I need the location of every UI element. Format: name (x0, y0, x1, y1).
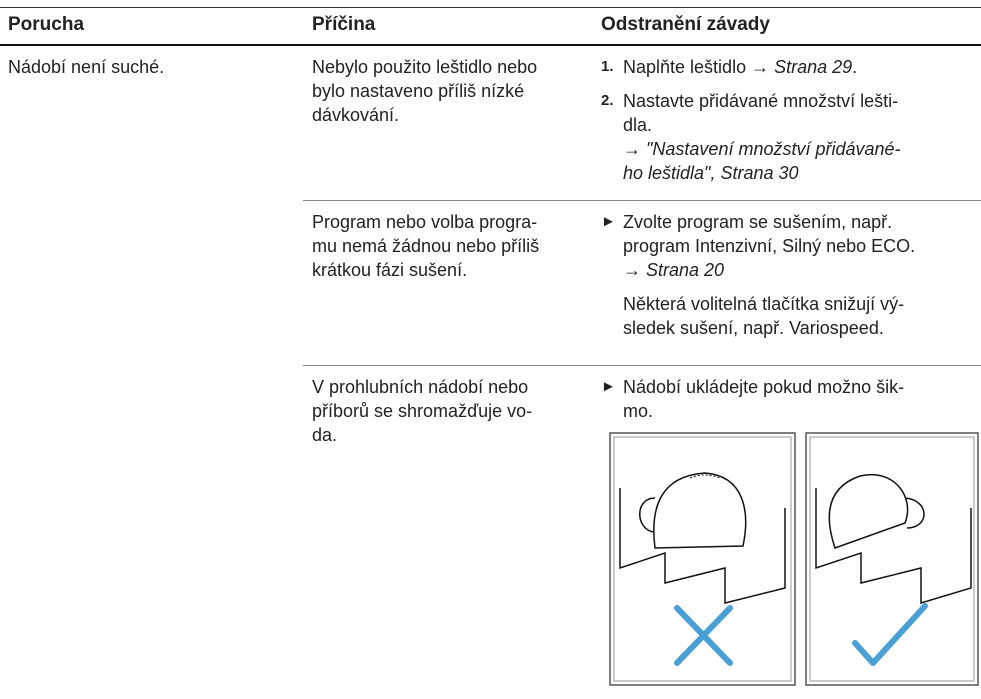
remedy-line: ho leštidla", Strana 30 (623, 161, 976, 185)
text: Některá volitelná tlačítka snižují vý- (623, 294, 905, 314)
text: . (852, 57, 858, 77)
cause-line: mu nemá žádnou nebo příliš (312, 236, 540, 256)
link-text: "Nastavení množství přidávané- (646, 139, 901, 159)
text: → (623, 260, 647, 280)
text: Zvolte program se sušením, např. (623, 212, 893, 232)
remedy-block: Některá volitelná tlačítka snižují vý-sl… (601, 292, 976, 340)
top-rule (0, 7, 981, 8)
remedy-line: → Strana 20 (623, 258, 976, 282)
cause-cell: Nebylo použito leštidlo nebo bylo nastave… (312, 55, 597, 127)
step-marker: 2. (601, 92, 614, 109)
text: Naplňte leštidlo → (623, 57, 775, 77)
text: mo. (623, 401, 654, 421)
remedy-block: ► Nádobí ukládejte pokud možno šik-mo. (601, 375, 976, 423)
fault-cell: Nádobí není suché. (8, 57, 165, 77)
column-header: Odstranění závady (601, 14, 770, 35)
step-marker: ► (601, 213, 616, 230)
remedy-block: 1. Naplňte leštidlo → Strana 29. (601, 55, 976, 79)
cause-cell: Program nebo volba progra-mu nemá žádnou… (312, 210, 597, 282)
text: sledek sušení, např. Variospeed. (623, 318, 884, 338)
link-text: ho leštidla", Strana 30 (623, 163, 799, 183)
text: dla. (623, 115, 653, 135)
remedy-line: Naplňte leštidlo → Strana 29. (623, 55, 976, 79)
row-rule (303, 200, 981, 201)
row-rule (303, 365, 981, 366)
remedy-line: sledek sušení, např. Variospeed. (623, 316, 976, 340)
illustration (609, 432, 979, 686)
cause-line: krátkou fázi sušení. (312, 260, 468, 280)
remedy-line: Zvolte program se sušením, např. (623, 210, 976, 234)
remedy-cell: ► Zvolte program se sušením, např. program… (601, 210, 976, 350)
cause-line: dávkování. (312, 105, 400, 125)
column-header: Porucha (8, 14, 85, 35)
cause-line: V prohlubních nádobí nebo (312, 377, 529, 397)
cause-line: Program nebo volba progra- (312, 212, 538, 232)
remedy-line: mo. (623, 399, 976, 423)
header-rule (0, 44, 981, 46)
step-marker: 1. (601, 58, 614, 75)
remedy-line: → "Nastavení množství přidávané- (623, 137, 976, 161)
remedy-line: Nádobí ukládejte pokud možno šik- (623, 375, 976, 399)
text: Nádobí ukládejte pokud možno šik- (623, 377, 905, 397)
remedy-cell: ► Nádobí ukládejte pokud možno šik-mo. (601, 375, 976, 433)
text: → (623, 139, 647, 159)
text: program Intenzivní, Silný nebo ECO. (623, 236, 916, 256)
remedy-line: Nastavte přidávané množství lešti- (623, 89, 976, 113)
text: Nastavte přidávané množství lešti- (623, 91, 899, 111)
remedy-block: 2. Nastavte přidávané množství lešti-dla.… (601, 89, 976, 185)
cause-line: Nebylo použito leštidlo nebo (312, 57, 538, 77)
step-marker: ► (601, 378, 616, 395)
cause-cell: V prohlubních nádobí nebo příborů se shro… (312, 375, 597, 447)
remedy-line: program Intenzivní, Silný nebo ECO. (623, 234, 976, 258)
remedy-block: ► Zvolte program se sušením, např. program… (601, 210, 976, 282)
cause-line: bylo nastaveno příliš nízké (312, 81, 525, 101)
cause-line: příborů se shromažďuje vo- (312, 401, 533, 421)
link-text: Strana 29 (774, 57, 853, 77)
remedy-line: dla. (623, 113, 976, 137)
remedy-cell: 1. Naplňte leštidlo → Strana 29. 2. Nastavt… (601, 55, 976, 195)
remedy-line: Některá volitelná tlačítka snižují vý- (623, 292, 976, 316)
column-header: Příčina (312, 14, 376, 35)
cause-line: da. (312, 425, 338, 445)
link-text: Strana 20 (646, 260, 725, 280)
